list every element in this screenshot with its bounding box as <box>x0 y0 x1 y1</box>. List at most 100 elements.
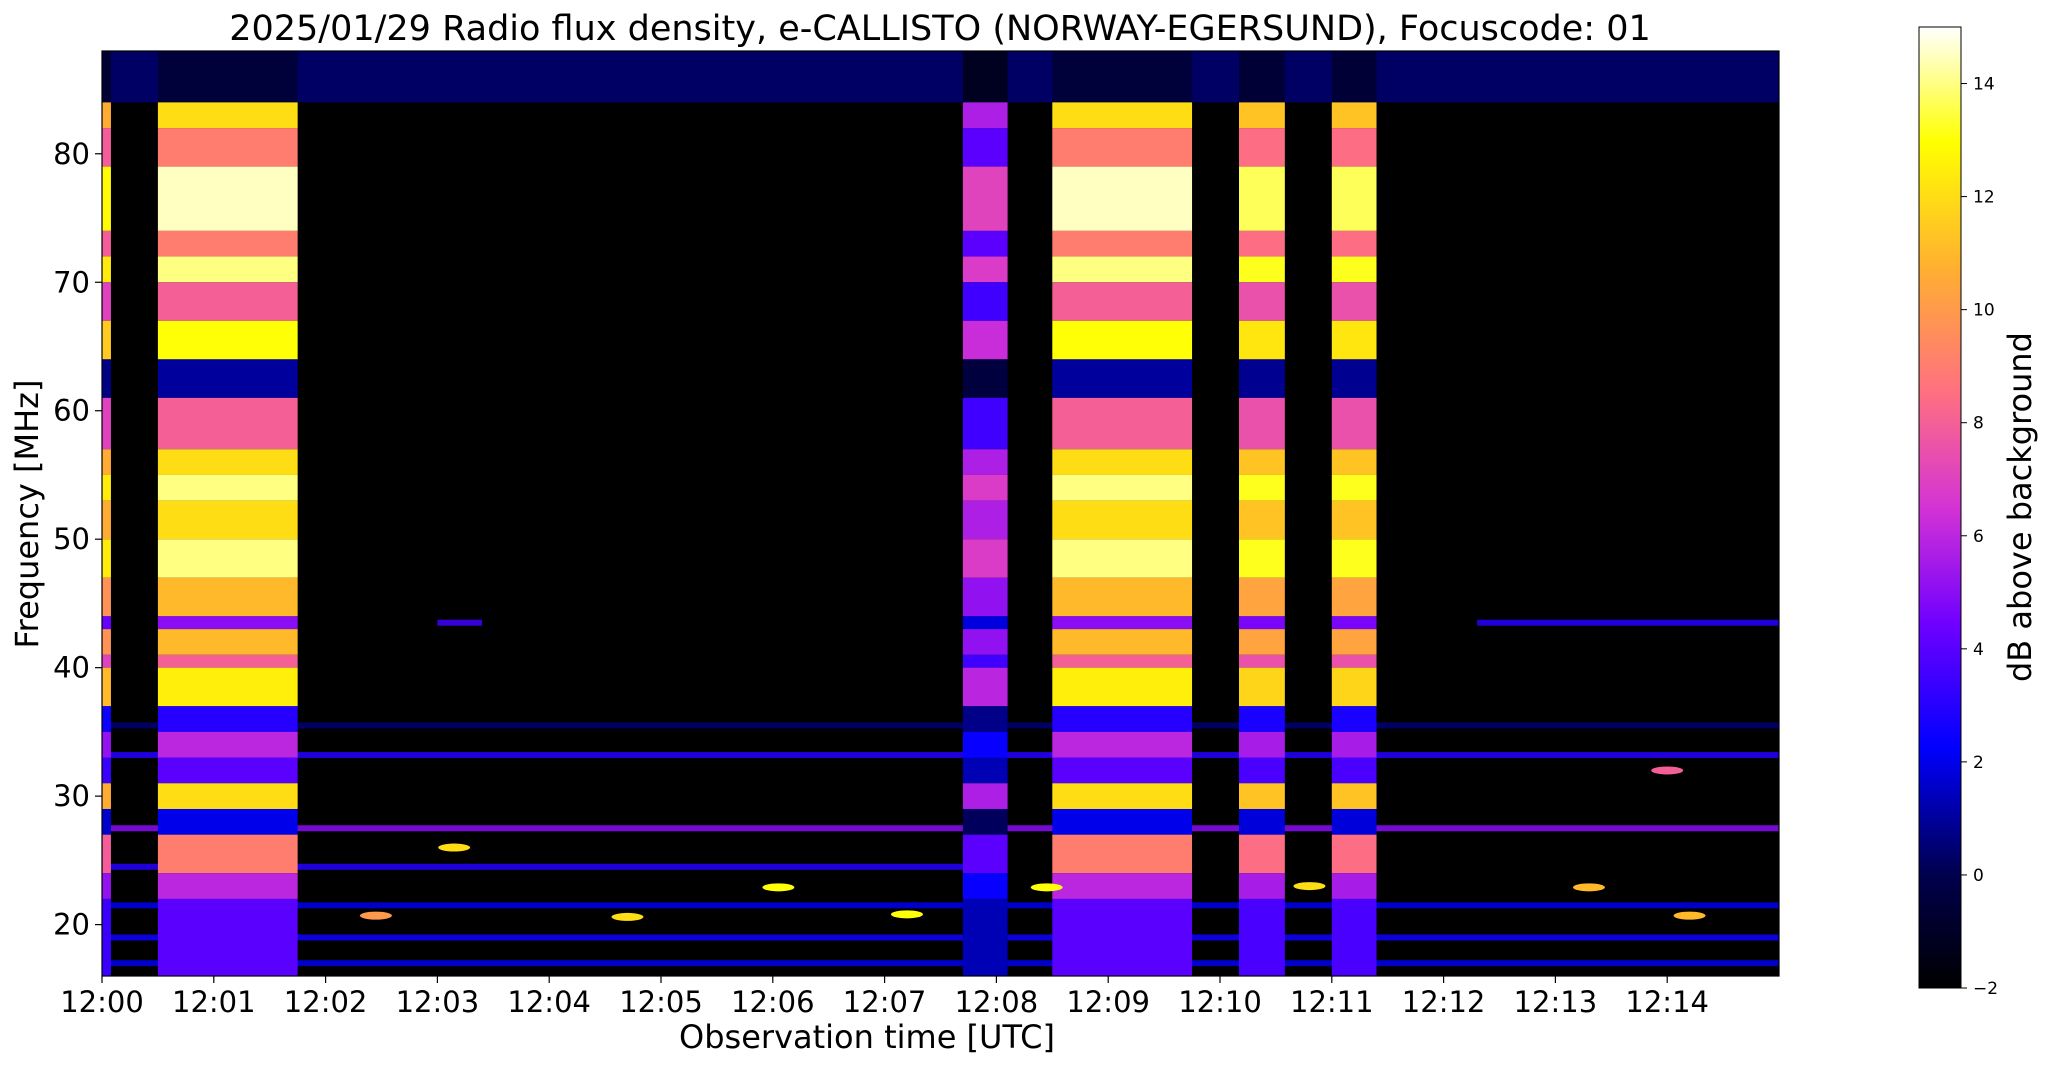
burst-band <box>1052 667 1193 707</box>
burst-band <box>157 667 298 707</box>
burst-band <box>1239 783 1285 809</box>
burst-band <box>157 282 298 321</box>
burst-band <box>157 834 298 874</box>
burst-band <box>962 629 1008 655</box>
burst-band <box>1239 282 1285 321</box>
burst-band <box>1052 256 1193 283</box>
burst-band <box>157 102 298 129</box>
emission-spot <box>438 843 471 852</box>
burst-band <box>962 230 1008 257</box>
burst-band <box>1331 898 1377 976</box>
burst-band <box>157 500 298 540</box>
burst-band <box>102 873 111 899</box>
burst-band <box>157 616 298 630</box>
burst-band <box>962 359 1008 398</box>
burst-band <box>1239 102 1285 129</box>
colorbar-tick-label: 2 <box>1973 753 1984 773</box>
burst-band <box>1052 397 1193 450</box>
burst-band <box>102 834 111 874</box>
y-axis: 20 30 40 50 60 70 80 <box>53 137 102 942</box>
burst-band <box>102 320 111 360</box>
x-tick-label: 12:09 <box>1066 985 1150 1019</box>
burst-band <box>157 397 298 450</box>
burst-band <box>1239 128 1285 167</box>
burst-band <box>962 706 1008 732</box>
burst-band <box>157 898 298 976</box>
emission-spot <box>611 912 644 921</box>
burst-band <box>1331 128 1377 167</box>
x-tick-label: 12:01 <box>172 985 256 1019</box>
burst-band <box>157 230 298 257</box>
burst-band <box>1052 731 1193 758</box>
burst-band <box>157 577 298 617</box>
y-axis-label: Frequency [MHz] <box>8 380 46 649</box>
colorbar-tick-label: 10 <box>1973 301 1995 321</box>
burst-band <box>102 731 111 758</box>
burst-band <box>1052 629 1193 655</box>
x-tick-label: 12:02 <box>284 985 368 1019</box>
burst-band <box>102 616 111 630</box>
burst-band <box>1331 834 1377 874</box>
rfi-line <box>102 825 1779 832</box>
burst-band <box>1331 320 1377 360</box>
rfi-line <box>102 863 963 870</box>
rfi-line <box>437 619 483 626</box>
burst-band <box>102 359 111 398</box>
x-tick-label: 12:14 <box>1625 985 1709 1019</box>
burst-band <box>1239 616 1285 630</box>
burst-band <box>102 898 111 976</box>
burst-band <box>962 539 1008 578</box>
x-axis-label: Observation time [UTC] <box>679 1018 1055 1056</box>
colorbar-tick-label: 6 <box>1973 527 1984 547</box>
x-tick-label: 12:12 <box>1402 985 1486 1019</box>
emission-spot <box>1572 883 1605 892</box>
burst-band <box>962 128 1008 167</box>
x-tick-label: 12:11 <box>1290 985 1374 1019</box>
burst-band <box>1239 731 1285 758</box>
burst-band <box>1331 706 1377 732</box>
burst-band <box>1239 397 1285 450</box>
x-tick-label: 12:13 <box>1514 985 1598 1019</box>
burst-band <box>1239 51 1285 103</box>
burst-band <box>102 256 111 283</box>
burst-band <box>962 898 1008 976</box>
colorbar-tick-label: 4 <box>1973 640 1984 660</box>
burst-band <box>1331 808 1377 835</box>
burst-band <box>1239 166 1285 231</box>
burst-band <box>1331 256 1377 283</box>
burst-band <box>157 731 298 758</box>
burst-band <box>1052 834 1193 874</box>
burst-band <box>157 539 298 578</box>
burst-band <box>1052 808 1193 835</box>
rfi-line <box>102 934 1779 941</box>
burst-band <box>1239 539 1285 578</box>
burst-band <box>102 230 111 257</box>
burst-band <box>102 629 111 655</box>
burst-band <box>1239 873 1285 899</box>
burst-band <box>102 449 111 475</box>
burst-band <box>962 667 1008 707</box>
burst-band <box>962 834 1008 874</box>
burst-band <box>1239 757 1285 784</box>
burst-band <box>1331 654 1377 668</box>
burst-band <box>1052 539 1193 578</box>
burst-band <box>962 51 1008 103</box>
burst-band <box>962 449 1008 475</box>
burst-band <box>1331 449 1377 475</box>
rfi-line <box>102 902 1779 909</box>
burst-band <box>1052 359 1193 398</box>
burst-band <box>1239 320 1285 360</box>
burst-band <box>1052 449 1193 475</box>
emission-spot <box>1030 883 1063 892</box>
burst-band <box>157 166 298 231</box>
burst-band <box>1331 577 1377 617</box>
burst-band <box>1239 706 1285 732</box>
burst-band <box>1052 102 1193 129</box>
burst-band <box>1331 731 1377 758</box>
colorbar-tick-label: 12 <box>1973 188 1995 208</box>
y-tick-label: 80 <box>53 137 90 171</box>
burst <box>962 51 1008 976</box>
burst-band <box>1331 873 1377 899</box>
